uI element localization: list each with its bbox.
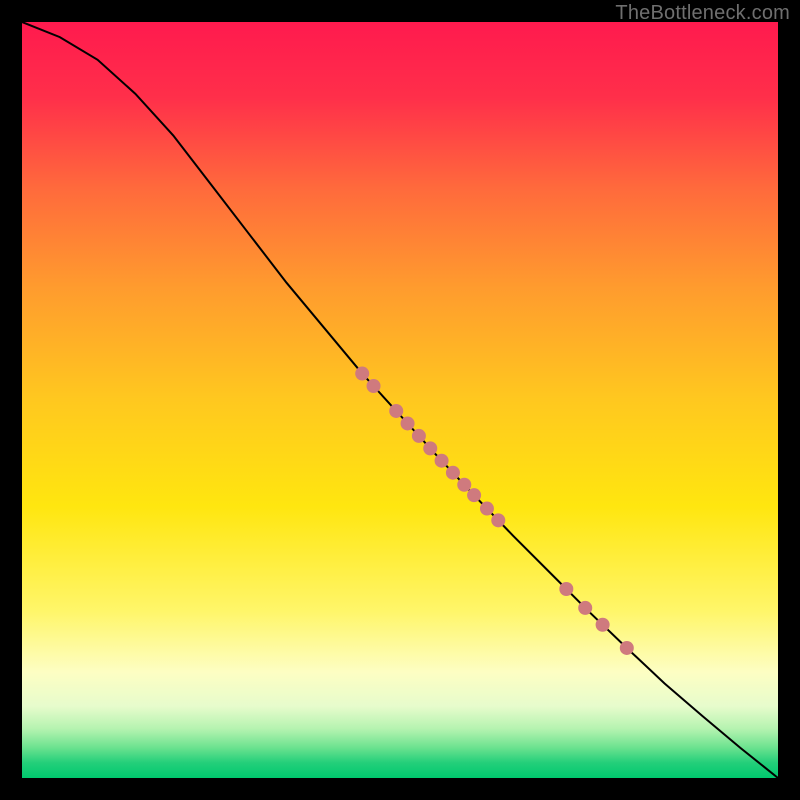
watermark-text: TheBottleneck.com [615,2,790,25]
heat-gradient-background [22,22,778,778]
chart-stage: TheBottleneck.com [0,0,800,800]
plot-area [22,22,778,778]
